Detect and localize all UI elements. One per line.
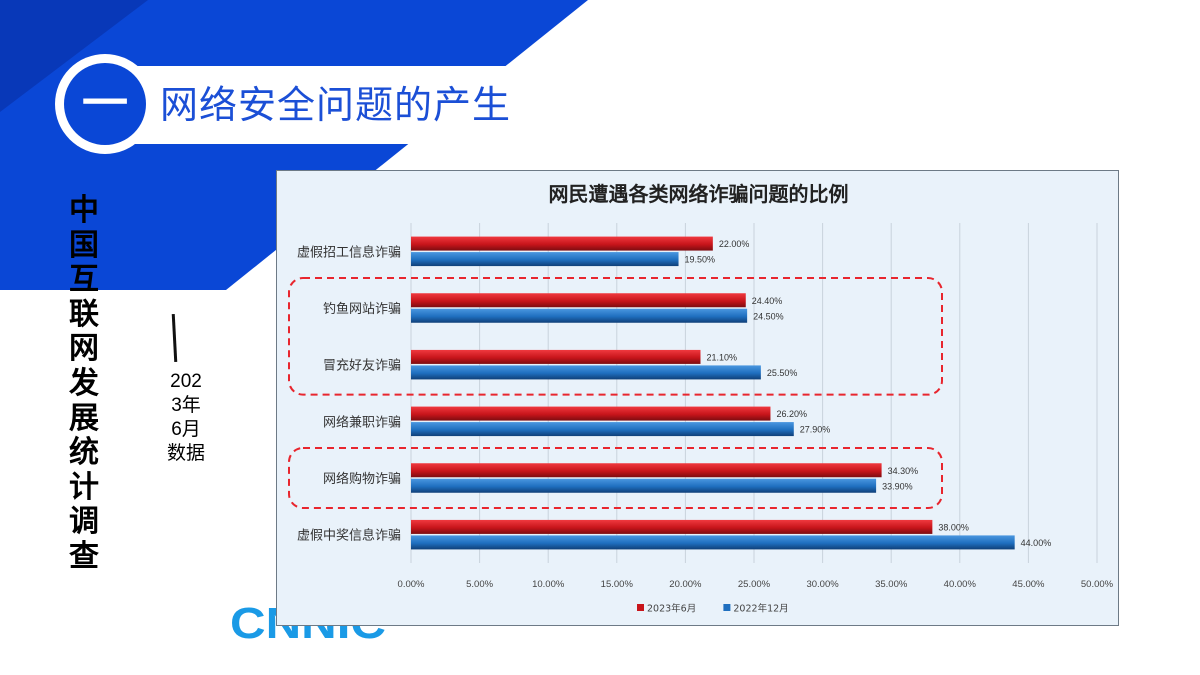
legend-swatch <box>637 604 644 611</box>
x-tick-label: 25.00% <box>738 579 771 590</box>
date-label-line: 202 <box>170 371 202 392</box>
vertical-title-char: 查 <box>69 538 99 574</box>
vertical-title-char: 中 <box>69 193 99 228</box>
x-tick-label: 35.00% <box>875 579 908 590</box>
bar-series-2 <box>411 252 679 267</box>
category-label: 冒充好友诈骗 <box>323 358 401 374</box>
vertical-title-char: 互 <box>69 262 99 298</box>
legend-swatch <box>723 604 731 611</box>
category-label: 钓鱼网站诈骗 <box>323 301 401 317</box>
legend-label: 2022年12月 <box>733 603 788 615</box>
x-tick-label: 0.00% <box>398 579 425 590</box>
fraud-bar-chart: 网民遭遇各类网络诈骗问题的比例 0.00% 5.00% 10.00% 15.00% 20.… <box>288 182 1114 615</box>
category-label: 网络购物诈骗 <box>323 471 401 487</box>
bar-series-2 <box>411 535 1015 550</box>
vertical-title-char: 统 <box>69 435 99 471</box>
x-tick-label: 30.00% <box>806 579 839 590</box>
bar-series-1 <box>411 463 882 478</box>
category-label: 虚假招工信息诈骗 <box>297 244 401 260</box>
data-label: 26.20% <box>776 409 807 419</box>
bar-series-2 <box>411 365 761 380</box>
date-label: 202 3年 6月数据 <box>158 370 214 466</box>
vertical-title-char: 联 <box>69 296 99 332</box>
data-label: 19.50% <box>685 255 716 265</box>
x-tick-label: 5.00% <box>466 579 493 590</box>
banner-shape-dark <box>0 0 148 112</box>
x-tick-label: 15.00% <box>601 579 634 590</box>
x-tick-label: 10.00% <box>532 579 565 590</box>
x-tick-label: 50.00% <box>1081 579 1114 590</box>
data-label: 25.50% <box>767 368 798 378</box>
bar-series-1 <box>411 236 713 251</box>
data-label: 24.50% <box>753 311 784 321</box>
vertical-title-char: 计 <box>69 469 99 505</box>
vertical-title-char: 网 <box>69 331 99 367</box>
vertical-title-char: 调 <box>69 504 99 540</box>
section-badge <box>64 63 146 145</box>
vertical-title-char: 国 <box>69 227 99 263</box>
vertical-title-char: 展 <box>69 400 99 436</box>
date-label-line: 3年 <box>171 395 201 416</box>
data-label: 21.10% <box>706 352 737 362</box>
bar-series-1 <box>411 406 771 421</box>
bar-series-2 <box>411 478 877 493</box>
bar-series-2 <box>411 308 748 323</box>
chart-frame: 网民遭遇各类网络诈骗问题的比例 0.00% 5.00% 10.00% 15.00% 20.… <box>276 170 1119 626</box>
data-label: 44.00% <box>1021 538 1052 548</box>
x-tick-label: 45.00% <box>1012 579 1045 590</box>
data-label: 22.00% <box>719 239 750 249</box>
x-tick-label: 40.00% <box>944 579 977 590</box>
data-label: 27.90% <box>800 425 831 435</box>
section-title: 网络安全问题的产生 <box>160 83 512 127</box>
bar-series-1 <box>411 349 701 364</box>
date-label-line: 6月 <box>171 419 201 440</box>
legend-label: 2023年6月 <box>647 603 696 615</box>
category-label: 网络兼职诈骗 <box>323 414 401 430</box>
section-number: 一 <box>82 76 128 130</box>
date-label-line: 数据 <box>166 443 205 464</box>
vertical-title: 中国互联网发展统计调查 <box>62 193 106 575</box>
chart-title: 网民遭遇各类网络诈骗问题的比例 <box>549 182 849 206</box>
highlight-box <box>288 277 943 396</box>
vertical-title-char: 发 <box>69 365 99 401</box>
bar-series-2 <box>411 422 794 437</box>
title-bar <box>118 66 538 144</box>
data-label: 38.00% <box>938 522 969 532</box>
category-label: 虚假中奖信息诈骗 <box>297 528 401 544</box>
bar-series-1 <box>411 519 933 534</box>
highlight-box <box>288 447 943 509</box>
bar-series-1 <box>411 293 746 308</box>
data-label: 33.90% <box>882 481 913 491</box>
data-label: 34.30% <box>888 466 919 476</box>
x-tick-label: 20.00% <box>669 579 702 590</box>
data-label: 24.40% <box>752 296 783 306</box>
